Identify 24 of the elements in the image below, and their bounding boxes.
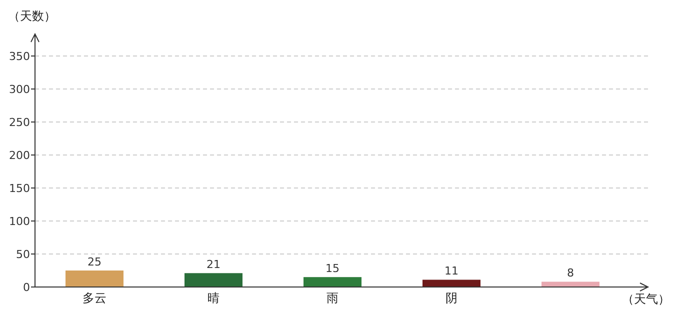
x-tick-label: 晴 — [208, 291, 220, 305]
bar — [184, 273, 242, 287]
data-label: 11 — [444, 264, 458, 278]
y-tick-label: 200 — [9, 149, 30, 162]
y-tick-label: 50 — [16, 248, 30, 261]
x-tick-label: 雨 — [326, 291, 338, 305]
bar — [304, 277, 362, 287]
y-tick-label: 250 — [9, 116, 30, 129]
bar — [422, 280, 480, 287]
data-label: 15 — [326, 262, 340, 276]
x-axis-title: （天气） — [622, 292, 670, 306]
y-axis-title: （天数） — [8, 9, 56, 23]
bar — [542, 282, 600, 287]
data-label: 25 — [88, 256, 102, 268]
data-label: 21 — [206, 258, 220, 272]
x-tick-label: 多云 — [82, 291, 106, 305]
y-tick-label: 300 — [9, 83, 30, 96]
data-label: 8 — [567, 266, 574, 280]
bar — [66, 270, 124, 287]
y-tick-label: 350 — [9, 50, 30, 63]
y-tick-label: 150 — [9, 182, 30, 195]
x-tick-label: 阴 — [446, 291, 458, 305]
y-tick-label: 100 — [9, 215, 30, 228]
y-tick-label: 0 — [23, 281, 30, 294]
